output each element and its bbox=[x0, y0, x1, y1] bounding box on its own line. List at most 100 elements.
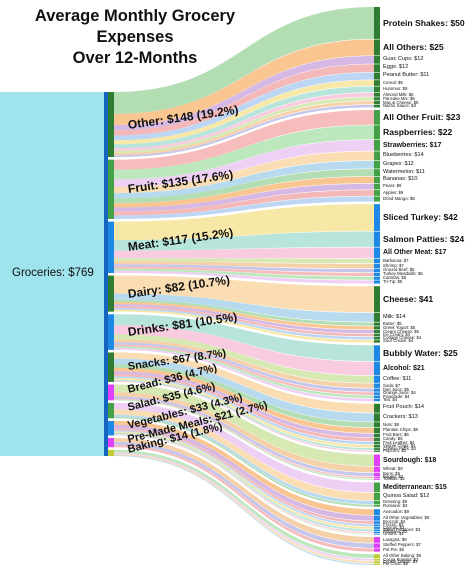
leaf-node bbox=[374, 97, 380, 101]
leaf-node bbox=[374, 110, 380, 125]
leaf-node bbox=[374, 472, 380, 477]
flow-band bbox=[114, 441, 374, 548]
flow-band bbox=[114, 402, 374, 493]
leaf-node bbox=[374, 139, 380, 151]
flow-band bbox=[114, 392, 374, 473]
leaf-label: Bagels: $2 bbox=[383, 474, 404, 480]
flow-band bbox=[114, 344, 374, 395]
leaf-node bbox=[374, 64, 380, 72]
leaf-label: Sour Cream: $4 bbox=[383, 338, 414, 344]
leaf-node bbox=[374, 500, 380, 505]
flow-band bbox=[114, 139, 374, 187]
leaf-node bbox=[374, 395, 380, 399]
leaf-node bbox=[374, 312, 380, 322]
flow-band bbox=[114, 264, 374, 273]
flow-band bbox=[114, 424, 374, 521]
flow-band bbox=[114, 409, 374, 501]
flow-band bbox=[114, 432, 374, 532]
leaf-label: Lasagna: $9 bbox=[383, 536, 407, 542]
leaf-label: Orange Juice: $4 bbox=[383, 390, 416, 396]
leaf-label: All Other Meat: $17 bbox=[383, 249, 447, 257]
leaf-node bbox=[374, 524, 380, 527]
flow-band bbox=[114, 314, 374, 362]
leaf-label: All Other Fruit: $23 bbox=[383, 112, 461, 123]
leaf-node bbox=[374, 504, 380, 507]
leaf-label: Wheat: $9 bbox=[383, 466, 403, 472]
flow-band bbox=[114, 204, 374, 241]
leaf-node bbox=[374, 563, 380, 565]
leaf-label: Sliced Turkey: $42 bbox=[383, 212, 458, 223]
leaf-node bbox=[374, 388, 380, 392]
leaf-node bbox=[374, 444, 380, 448]
leaf-node bbox=[374, 345, 380, 362]
leaf-label: Frozen: $3 bbox=[383, 522, 404, 528]
category-node bbox=[108, 275, 114, 312]
leaf-label: Romaine: $3 bbox=[383, 502, 408, 508]
flow-band bbox=[114, 72, 374, 141]
flow-band bbox=[114, 104, 374, 158]
leaf-node bbox=[374, 521, 380, 524]
flow-band bbox=[114, 56, 374, 131]
flow-band bbox=[114, 160, 374, 199]
leaf-label: Alcohol: $21 bbox=[383, 365, 425, 373]
leaf-label: Mediterranean: $15 bbox=[383, 483, 447, 491]
category-node bbox=[108, 92, 114, 158]
leaf-node bbox=[374, 340, 380, 343]
leaf-label: Pie Crust: $2 bbox=[383, 561, 408, 567]
category-node bbox=[108, 438, 114, 448]
leaf-label: Onions: $1 bbox=[383, 531, 404, 536]
flow-band bbox=[114, 339, 374, 388]
leaf-label: Cheese Puffs: $3 bbox=[383, 445, 416, 451]
flow-band bbox=[114, 449, 374, 559]
leaf-node bbox=[374, 322, 380, 326]
leaf-node bbox=[374, 558, 380, 561]
source-node bbox=[0, 92, 108, 456]
category-node bbox=[108, 402, 114, 419]
leaf-label: Dressing: $5 bbox=[383, 499, 408, 505]
leaf-node bbox=[374, 438, 380, 442]
leaf-label: Tea: $4 bbox=[383, 396, 398, 402]
leaf-label: Barbacoa: $7 bbox=[383, 257, 409, 263]
flow-band bbox=[114, 183, 374, 212]
leaf-node bbox=[374, 441, 380, 445]
leaf-label: Tri-Tip: $5 bbox=[383, 278, 403, 284]
leaf-label: Popcorn: $2 bbox=[383, 448, 407, 454]
leaf-label: Nacho Sauce: $4 bbox=[383, 102, 416, 108]
leaf-label: Buns: $5 bbox=[383, 471, 400, 477]
flow-band bbox=[114, 301, 374, 330]
leaf-label: Watermelon: $11 bbox=[383, 168, 425, 175]
leaf-node bbox=[374, 478, 380, 480]
flow-band bbox=[114, 434, 374, 534]
leaf-node bbox=[374, 7, 380, 39]
source-label: Groceries: $769 bbox=[12, 267, 94, 279]
flow-band bbox=[114, 266, 374, 277]
leaf-node bbox=[374, 330, 380, 334]
flow-band bbox=[114, 258, 374, 264]
leaf-label: Fruit Leather: $4 bbox=[383, 439, 415, 445]
leaf-label: Cottage Cheese: $4 bbox=[383, 335, 422, 341]
leaf-node bbox=[374, 529, 380, 532]
leaf-node bbox=[374, 160, 380, 169]
leaf-node bbox=[374, 533, 380, 535]
flow-band bbox=[114, 381, 374, 452]
leaf-node bbox=[374, 231, 380, 247]
leaf-node bbox=[374, 101, 380, 105]
leaf-label: Sweet Potatoes: $3 bbox=[383, 527, 421, 533]
leaf-node bbox=[374, 247, 380, 259]
leaf-node bbox=[374, 269, 380, 273]
flow-band bbox=[114, 176, 374, 208]
leaf-node bbox=[374, 466, 380, 473]
leaf-node bbox=[374, 554, 380, 559]
leaf-label: Peanut Butter: $11 bbox=[383, 72, 430, 79]
leaf-label: Greek Yogurt: $5 bbox=[383, 324, 416, 330]
source-node-edge bbox=[104, 92, 108, 456]
leaf-label: All Other Baking: $6 bbox=[383, 553, 422, 559]
flow-band bbox=[114, 367, 374, 434]
leaf-label: Powerade: $4 bbox=[383, 393, 410, 399]
leaf-node bbox=[374, 151, 380, 161]
leaf-node bbox=[374, 433, 380, 438]
leaf-node bbox=[374, 492, 380, 501]
flow-band bbox=[114, 309, 374, 343]
chart-title-line1: Average Monthly Grocery Expenses bbox=[34, 7, 236, 46]
leaf-label: Strawberries: $17 bbox=[383, 141, 442, 149]
